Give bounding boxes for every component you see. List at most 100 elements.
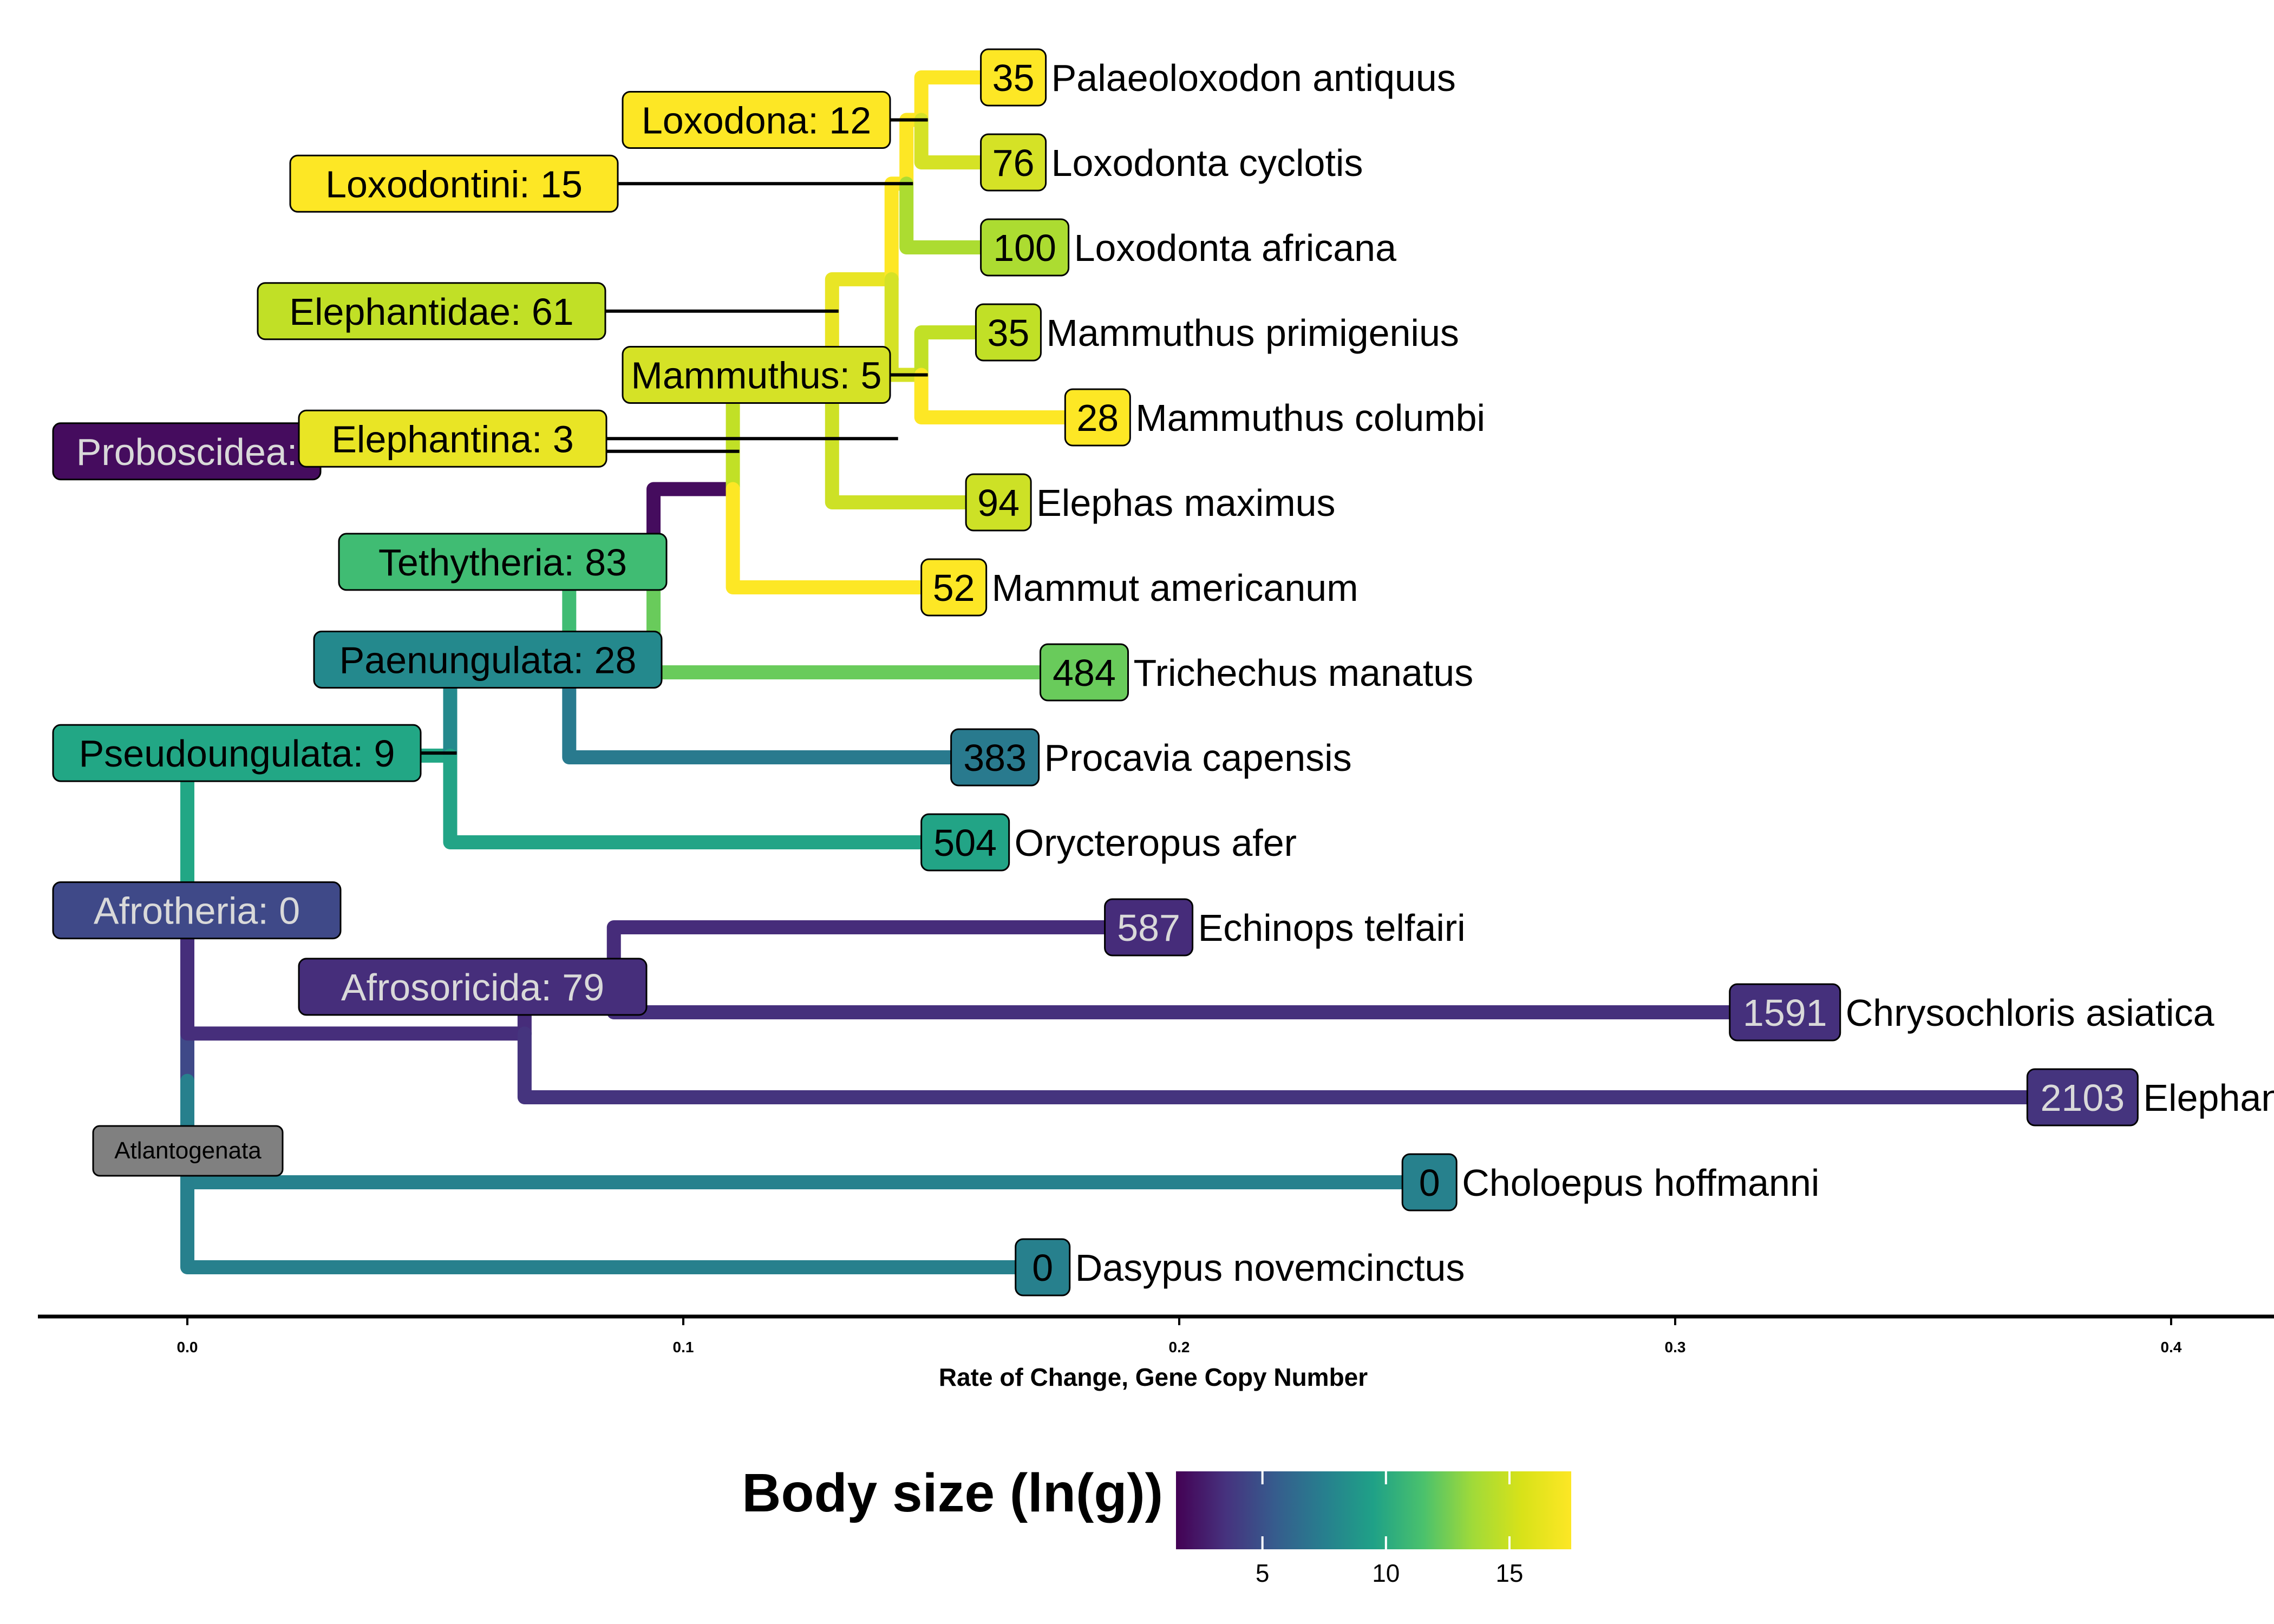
node-label-pseudoungulata: Pseudoungulata: 9 xyxy=(79,732,395,775)
tip-count-box-orycteropus-afer xyxy=(920,813,1010,872)
x-axis: 0.0 0.1 0.2 0.3 0.4 Rate of Change, Gene Cop… xyxy=(38,1314,2274,1391)
node-label-afrotheria: Afrotheria: 0 xyxy=(94,890,300,932)
branch-mammut-americanum xyxy=(726,482,929,594)
x-tick-label: 0.0 xyxy=(177,1339,198,1355)
branch-orycteropus-afer xyxy=(443,748,929,849)
tip-count-loxodonta-cyclotis: 76 xyxy=(992,142,1035,184)
tip-label-palaeoloxodon-antiquus: Palaeoloxodon antiquus xyxy=(1051,57,1456,99)
branch-chrysochloris-asiatica xyxy=(606,962,1737,1019)
tip-count-box-elephantulus-edwardii xyxy=(2026,1068,2139,1127)
node-label-proboscidea: Proboscidea: xyxy=(76,431,298,473)
tip-count-trichechus-manatus: 484 xyxy=(1053,652,1116,694)
tip-label-loxodonta-africana: Loxodonta africana xyxy=(1074,227,1397,269)
tip-label-orycteropus-afer: Orycteropus afer xyxy=(1015,822,1297,864)
node-label-elephantina: Elephantina: 3 xyxy=(331,418,574,460)
tip-count-box-loxodonta-africana xyxy=(980,218,1070,277)
branch-elephas-maximus xyxy=(825,383,973,509)
tip-label-elephas-maximus: Elephas maximus xyxy=(1036,482,1335,524)
node-label-tethytheria: Tethytheria: 83 xyxy=(378,541,627,584)
tip-label-trichechus-manatus: Trichechus manatus xyxy=(1134,652,1474,694)
tip-label-echinops-telfairi: Echinops telfairi xyxy=(1198,907,1466,949)
tip-count-loxodonta-africana: 100 xyxy=(993,227,1056,269)
tip-count-box-dasypus-novemcinctus xyxy=(1015,1238,1071,1296)
tip-count-box-chrysochloris-asiatica xyxy=(1729,983,1841,1042)
node-box-afrotheria xyxy=(52,881,342,940)
colorbar xyxy=(1176,1471,1571,1549)
tip-count-boxes: 35 76 100 35 28 94 52 484 383 504 587 1591 2103 0 0 xyxy=(920,48,2139,1296)
x-tick-label: 0.2 xyxy=(1169,1339,1190,1355)
x-tick-label: 0.1 xyxy=(673,1339,694,1355)
tip-label-dasypus-novemcinctus: Dasypus novemcinctus xyxy=(1075,1247,1465,1289)
branch-echinops-telfairi xyxy=(606,920,1112,977)
node-box-atlantogenata xyxy=(92,1125,284,1177)
node-label-loxodona: Loxodona: 12 xyxy=(642,100,871,142)
branch-palaeoloxodon-antiquus xyxy=(914,70,988,127)
node-box-elephantidae xyxy=(257,282,606,340)
tip-count-box-loxodonta-cyclotis xyxy=(980,133,1047,192)
x-axis-ticks: 0.0 0.1 0.2 0.3 0.4 xyxy=(177,1317,2182,1355)
tip-label-procavia-capensis: Procavia capensis xyxy=(1044,737,1352,779)
colorbar-tick-label: 5 xyxy=(1256,1559,1270,1587)
tip-count-mammuthus-columbi: 28 xyxy=(1076,397,1119,439)
tip-count-box-palaeoloxodon-antiquus xyxy=(980,48,1047,107)
node-label-elephantidae: Elephantidae: 61 xyxy=(289,291,573,333)
node-box-elephantina xyxy=(298,409,607,468)
branch-dasypus-novemcinctus xyxy=(180,1073,1023,1274)
branch-procavia-capensis xyxy=(562,662,958,764)
node-label-paenungulata: Paenungulata: 28 xyxy=(339,639,637,681)
node-label-afrosoricida: Afrosoricida: 79 xyxy=(341,966,604,1009)
colorbar-tick-label: 10 xyxy=(1372,1559,1400,1587)
branch-loxodonta-cyclotis xyxy=(914,113,988,169)
node-label-boxes: Proboscidea: Pseudoungulata: 9 Afrotheria:… xyxy=(52,91,891,1177)
branch-elephantulus-edwardii xyxy=(517,1026,2035,1104)
tip-count-box-trichechus-manatus xyxy=(1040,643,1129,702)
tip-count-box-mammuthus-columbi xyxy=(1064,388,1131,447)
x-tick-label: 0.4 xyxy=(2161,1339,2182,1355)
node-label-loxodontini: Loxodontini: 15 xyxy=(325,163,583,205)
tip-count-elephas-maximus: 94 xyxy=(977,482,1020,524)
colorbar-ticks: 5 10 15 xyxy=(1256,1471,1524,1587)
node-box-loxodona xyxy=(622,91,891,149)
tip-count-box-mammut-americanum xyxy=(920,558,988,617)
node-box-paenungulata xyxy=(313,630,663,689)
branch-mammuthus-primigenius xyxy=(914,325,983,382)
tip-count-orycteropus-afer: 504 xyxy=(933,822,997,864)
tip-label-elephantulus-edwardii: Elephantulus edwardii xyxy=(2143,1077,2274,1119)
tip-count-mammut-americanum: 52 xyxy=(933,567,975,609)
tip-label-mammuthus-primigenius: Mammuthus primigenius xyxy=(1046,312,1459,354)
tip-count-dasypus-novemcinctus: 0 xyxy=(1032,1247,1053,1289)
tip-count-box-mammuthus-primigenius xyxy=(975,303,1042,362)
tip-count-box-elephas-maximus xyxy=(965,473,1032,532)
node-label-atlantogenata: Atlantogenata xyxy=(114,1137,262,1164)
node-box-mammuthus xyxy=(622,346,891,404)
tip-count-mammuthus-primigenius: 35 xyxy=(988,312,1030,354)
tip-count-box-procavia-capensis xyxy=(950,728,1040,787)
tip-labels: Palaeoloxodon antiquus Loxodonta cyclotis… xyxy=(992,57,2274,1289)
legend-title: Body size (ln(g)) xyxy=(742,1463,1163,1523)
tip-count-box-echinops-telfairi xyxy=(1104,898,1194,957)
tip-count-chrysochloris-asiatica: 1591 xyxy=(1743,992,1827,1034)
node-box-afrosoricida xyxy=(298,958,648,1016)
tip-count-procavia-capensis: 383 xyxy=(963,737,1027,779)
tip-label-chrysochloris-asiatica: Chrysochloris asiatica xyxy=(1846,992,2214,1034)
tip-count-choloepus-hoffmanni: 0 xyxy=(1419,1162,1440,1204)
branch-mammuthus-columbi xyxy=(914,368,1073,424)
tip-count-palaeoloxodon-antiquus: 35 xyxy=(992,57,1035,99)
colorbar-tick-label: 15 xyxy=(1495,1559,1523,1587)
node-label-mammuthus: Mammuthus: 5 xyxy=(631,355,882,397)
tip-count-elephantulus-edwardii: 2103 xyxy=(2040,1077,2125,1119)
node-box-pseudoungulata xyxy=(52,724,422,782)
tip-label-loxodonta-cyclotis: Loxodonta cyclotis xyxy=(1051,142,1363,184)
node-box-tethytheria xyxy=(338,533,668,591)
tip-label-choloepus-hoffmanni: Choloepus hoffmanni xyxy=(1462,1162,1819,1204)
tip-count-box-choloepus-hoffmanni xyxy=(1401,1153,1458,1212)
tip-label-mammuthus-columbi: Mammuthus columbi xyxy=(1135,397,1485,439)
branch-loxodonta-africana xyxy=(899,176,988,254)
tip-count-echinops-telfairi: 587 xyxy=(1117,907,1180,949)
branch-afrosoricida xyxy=(180,887,532,1041)
tip-label-mammut-americanum: Mammut americanum xyxy=(992,567,1358,609)
x-axis-title: Rate of Change, Gene Copy Number xyxy=(939,1363,1368,1391)
node-box-loxodontini xyxy=(289,154,619,213)
x-tick-label: 0.3 xyxy=(1665,1339,1686,1355)
